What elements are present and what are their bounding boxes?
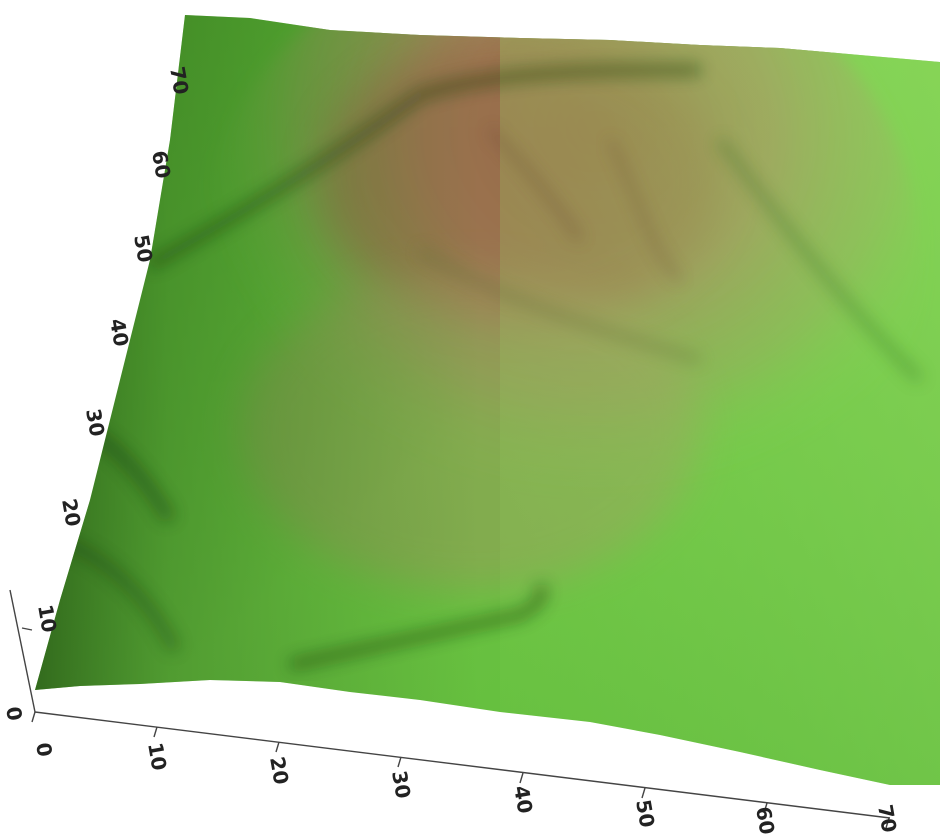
y-tick-label: 40 — [105, 317, 133, 349]
x-axis — [31, 711, 891, 829]
x-tick-label: 40 — [509, 784, 537, 816]
y-tick-label: 10 — [33, 603, 61, 635]
x-tick-label: 0 — [31, 741, 57, 759]
z-axis — [9, 589, 36, 713]
x-tick-label: 60 — [751, 805, 779, 837]
x-tick-label: 10 — [143, 741, 171, 773]
x-tick-label: 30 — [387, 769, 415, 801]
z-tick-label: 0 — [1, 705, 27, 723]
y-tick-label: 70 — [165, 65, 193, 97]
x-tick-label: 70 — [873, 803, 901, 835]
z-tick-labels: 0 — [1, 627, 33, 723]
x-tick-labels: 0 10 20 30 40 50 60 70 — [31, 741, 901, 837]
x-tick-label: 20 — [265, 755, 293, 787]
y-tick-label: 60 — [147, 149, 175, 181]
x-tick-label: 50 — [631, 798, 659, 830]
y-tick-label: 30 — [81, 407, 109, 439]
y-tick-label: 20 — [57, 497, 85, 529]
y-tick-label: 50 — [129, 233, 157, 265]
y-tick-labels: 10 20 30 40 50 60 70 — [33, 65, 193, 635]
